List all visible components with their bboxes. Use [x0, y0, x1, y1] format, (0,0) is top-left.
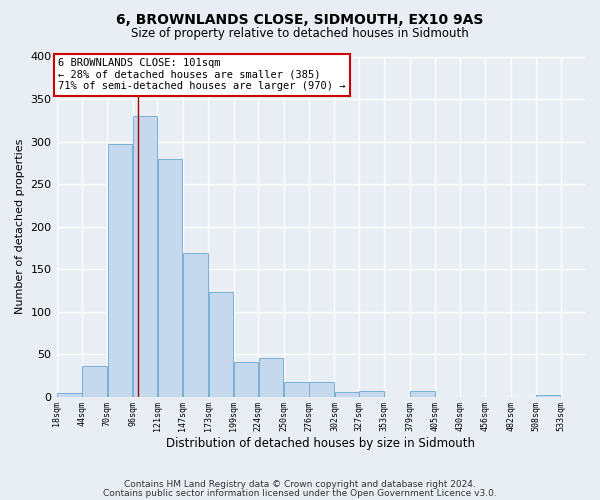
- Bar: [359, 392, 384, 396]
- Text: Contains public sector information licensed under the Open Government Licence v3: Contains public sector information licen…: [103, 488, 497, 498]
- Text: Contains HM Land Registry data © Crown copyright and database right 2024.: Contains HM Land Registry data © Crown c…: [124, 480, 476, 489]
- Bar: [57, 393, 82, 396]
- Bar: [259, 358, 283, 397]
- X-axis label: Distribution of detached houses by size in Sidmouth: Distribution of detached houses by size …: [166, 437, 475, 450]
- Text: Size of property relative to detached houses in Sidmouth: Size of property relative to detached ho…: [131, 28, 469, 40]
- Bar: [284, 382, 308, 396]
- Bar: [234, 362, 258, 396]
- Bar: [82, 366, 107, 396]
- Text: 6 BROWNLANDS CLOSE: 101sqm
← 28% of detached houses are smaller (385)
71% of sem: 6 BROWNLANDS CLOSE: 101sqm ← 28% of deta…: [58, 58, 346, 92]
- Bar: [335, 392, 359, 396]
- Bar: [158, 160, 182, 396]
- Bar: [133, 116, 157, 396]
- Bar: [108, 144, 133, 397]
- Bar: [536, 395, 560, 396]
- Y-axis label: Number of detached properties: Number of detached properties: [15, 139, 25, 314]
- Bar: [183, 253, 208, 396]
- Bar: [209, 292, 233, 397]
- Bar: [410, 392, 435, 396]
- Text: 6, BROWNLANDS CLOSE, SIDMOUTH, EX10 9AS: 6, BROWNLANDS CLOSE, SIDMOUTH, EX10 9AS: [116, 12, 484, 26]
- Bar: [310, 382, 334, 396]
